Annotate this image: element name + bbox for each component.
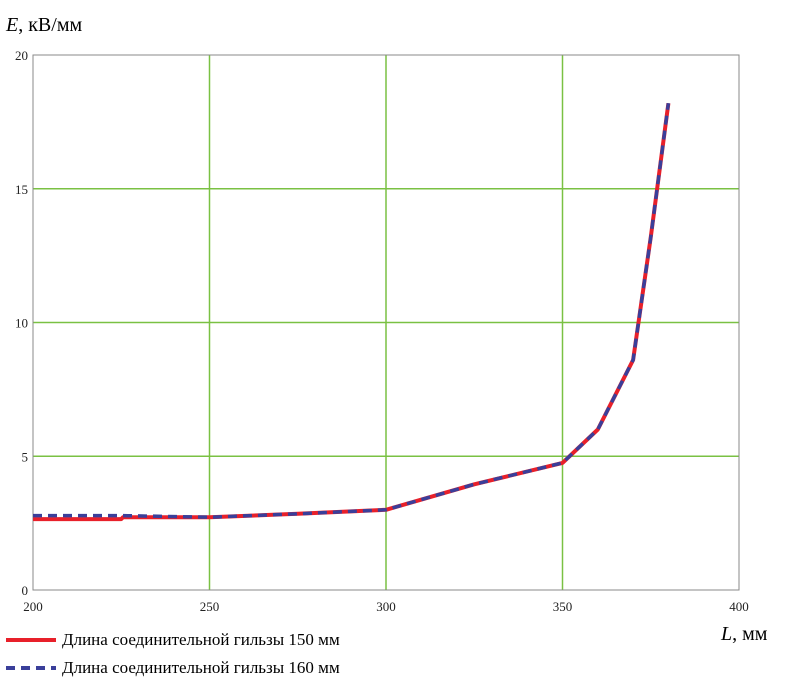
legend-swatch-solid [6, 638, 56, 642]
y-axis-unit: , кВ/мм [18, 14, 83, 36]
legend-swatch-dashed [6, 666, 56, 670]
y-tick-label: 5 [22, 449, 29, 464]
y-tick-label: 20 [15, 48, 28, 63]
series-line-2 [33, 102, 671, 519]
plot-frame [32, 54, 740, 591]
x-axis-title: L, мм [721, 623, 767, 646]
x-tick-label: 250 [200, 599, 220, 614]
x-tick-label: 200 [23, 599, 43, 614]
legend-label: Длина соединительной гильзы 160 мм [62, 658, 340, 677]
legend: Длина соединительной гильзы 150 мм Длина… [4, 626, 340, 682]
y-tick-label: 15 [15, 182, 28, 197]
y-tick-label: 0 [22, 583, 29, 598]
grid [33, 55, 739, 590]
x-tick-label: 300 [376, 599, 396, 614]
y-tick-label: 10 [15, 316, 28, 331]
y-axis-variable: E [6, 14, 19, 36]
legend-label: Длина соединительной гильзы 150 мм [62, 630, 340, 649]
x-tick-label: 400 [729, 599, 749, 614]
x-axis-variable: L [721, 623, 733, 645]
x-axis-unit: , мм [732, 623, 768, 645]
x-tick-label: 350 [553, 599, 573, 614]
legend-item-series-2: Длина соединительной гильзы 160 мм [4, 654, 340, 682]
legend-item-series-1: Длина соединительной гильзы 150 мм [4, 626, 340, 654]
series-layer [33, 102, 671, 522]
tick-labels: 200 250 300 350 400 0 5 10 15 20 [15, 48, 749, 614]
y-axis-title: E, кВ/мм [6, 14, 82, 37]
